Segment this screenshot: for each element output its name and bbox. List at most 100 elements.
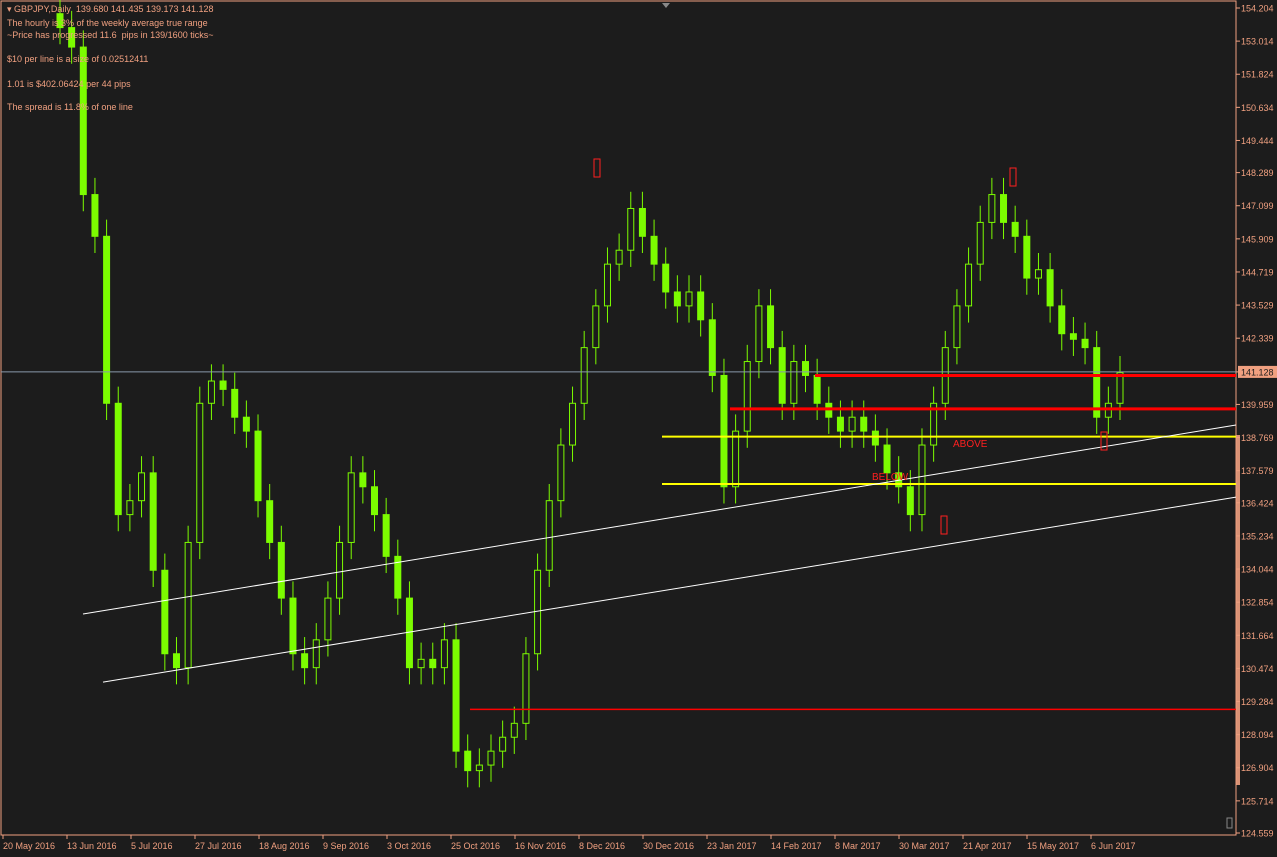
y-tick-label: 148.289 [1241, 168, 1274, 178]
candle-body [254, 430, 262, 502]
info-line-size: $10 per line is a size of 0.02512411 [7, 54, 149, 64]
candle-body [68, 27, 76, 48]
y-tick-label: 138.769 [1241, 433, 1274, 443]
candle-body [266, 500, 274, 543]
candle-body [79, 46, 87, 196]
candle-body [1069, 333, 1077, 340]
trendline [102, 496, 1237, 683]
y-tick-label: 144.719 [1241, 267, 1274, 277]
candle-body [627, 207, 635, 251]
candle-body [184, 541, 192, 669]
y-tick-label: 136.424 [1241, 498, 1274, 508]
info-line-hourly: The hourly is 3% of the weekly average t… [7, 18, 208, 28]
candle-body [417, 658, 425, 669]
candle-body [487, 750, 495, 766]
candle-body [56, 13, 64, 29]
candle-body [930, 402, 938, 446]
y-tick-label: 154.204 [1241, 4, 1274, 14]
candle-body [289, 597, 297, 655]
candle-body [860, 416, 868, 432]
y-tick-label: 130.474 [1241, 664, 1274, 674]
y-tick-label: 128.094 [1241, 730, 1274, 740]
x-tick-label: 16 Nov 2016 [515, 841, 566, 851]
candle-body [918, 444, 926, 516]
candle-body [475, 764, 483, 772]
y-tick-label: 139.959 [1241, 400, 1274, 410]
candle-body [207, 380, 215, 404]
collapse-icon[interactable]: ▾ [7, 4, 15, 14]
y-tick-label: 135.234 [1241, 531, 1274, 541]
x-tick-label: 6 Jun 2017 [1091, 841, 1136, 851]
candle-body [1023, 235, 1031, 279]
candle-body [871, 430, 879, 446]
y-tick-label: 151.824 [1241, 70, 1274, 80]
candle-body [103, 235, 111, 404]
candle-body [673, 291, 681, 307]
info-line-pips: 1.01 is $402.06424 per 44 pips [7, 79, 131, 89]
extreme-marker [1100, 431, 1108, 451]
candle-body [580, 347, 588, 404]
shift-marker-icon[interactable] [662, 3, 670, 8]
candle-body [743, 361, 751, 432]
candle-body [708, 319, 716, 376]
candle-body [522, 653, 530, 724]
x-tick-label: 3 Oct 2016 [387, 841, 431, 851]
candle-body [231, 388, 239, 418]
y-tick-label: 124.559 [1241, 829, 1274, 839]
candle-body [976, 221, 984, 265]
y-tick-label: 149.444 [1241, 136, 1274, 146]
extreme-marker [1009, 167, 1017, 187]
x-tick-label: 30 Dec 2016 [643, 841, 694, 851]
candle-body [813, 374, 821, 404]
candle-body [312, 639, 320, 669]
candle-body [371, 486, 379, 516]
drawn-lines: ABOVE BELOW [1, 158, 1237, 711]
candle-body [848, 416, 856, 432]
candle-body [685, 291, 693, 307]
x-tick-label: 27 Jul 2016 [195, 841, 242, 851]
y-tick-label: 134.044 [1241, 565, 1274, 575]
candle-body [510, 722, 518, 738]
candle-body [1046, 269, 1054, 307]
candle-body [778, 347, 786, 404]
label-below: BELOW [872, 472, 909, 483]
x-tick-label: 30 Mar 2017 [899, 841, 950, 851]
candle-body [638, 207, 646, 237]
candle-body [149, 472, 157, 571]
candle-body [394, 555, 402, 599]
candle-body [114, 402, 122, 516]
candle-body [440, 639, 448, 669]
candle-body [697, 291, 705, 321]
candle-body [1081, 338, 1089, 349]
candle-body [557, 444, 565, 502]
candle-body [767, 305, 775, 349]
candle-body [965, 263, 973, 307]
x-tick-label: 23 Jan 2017 [707, 841, 757, 851]
x-tick-label: 8 Mar 2017 [835, 841, 881, 851]
x-tick-label: 14 Feb 2017 [771, 841, 822, 851]
x-tick-label: 15 May 2017 [1027, 841, 1079, 851]
price-axis[interactable]: 154.204 153.014 151.824 150.634 149.444 148.2… [1236, 4, 1277, 839]
candle-body [662, 263, 670, 293]
scroll-end-icon[interactable] [1226, 817, 1233, 829]
candle-body [988, 194, 996, 223]
candle-body [347, 472, 355, 543]
volume-bar [1236, 435, 1240, 785]
candle-body [592, 305, 600, 349]
candle-body [1034, 269, 1042, 279]
trendline [82, 424, 1237, 615]
y-tick-label: 153.014 [1241, 37, 1274, 47]
x-tick-label: 25 Oct 2016 [451, 841, 500, 851]
candle-body [242, 416, 250, 432]
candle-body [429, 658, 437, 669]
candle-body [732, 430, 740, 488]
candle-body [569, 402, 577, 446]
time-axis[interactable]: 20 May 2016 13 Jun 2016 5 Jul 2016 27 Jul 2… [2, 835, 1136, 851]
candle-body [1011, 221, 1019, 237]
candle-body [1000, 194, 1008, 223]
candle-body [1093, 347, 1101, 418]
candle-body [953, 305, 961, 349]
x-tick-label: 21 Apr 2017 [963, 841, 1012, 851]
candle-body [603, 263, 611, 307]
